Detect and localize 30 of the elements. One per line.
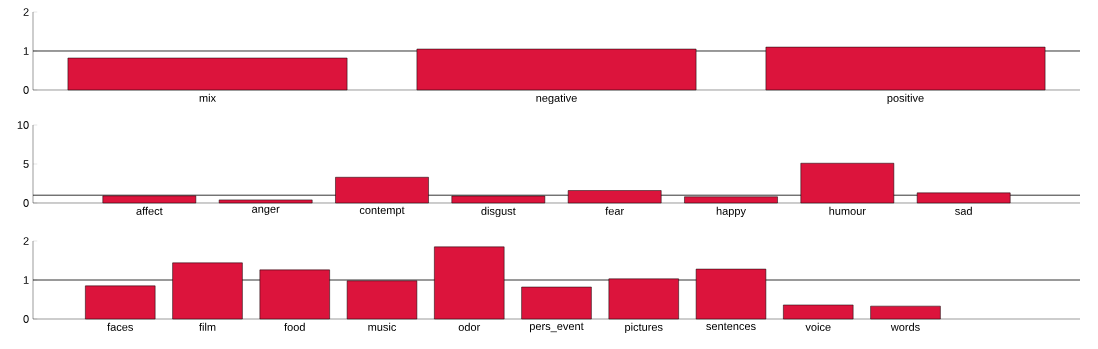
y-tick-label: 1 [23, 276, 29, 284]
y-tick-label: 0 [23, 315, 29, 323]
x-tick-label: humour [829, 206, 866, 215]
x-tick-label: odor [458, 322, 481, 331]
x-tick-label: voice [805, 322, 831, 331]
x-tick-label: music [368, 322, 397, 331]
y-tick-label: 5 [23, 160, 29, 168]
y-tick-label: 0 [23, 199, 29, 207]
y-tick-label: 2 [23, 8, 29, 16]
x-tick-label: film [199, 322, 216, 331]
x-tick-label: pers_event [530, 322, 584, 333]
x-tick-label: pictures [625, 322, 663, 334]
x-tick-label: faces [107, 322, 133, 331]
x-tick-label: words [890, 322, 920, 331]
y-tick-label: 0 [23, 86, 29, 94]
x-tick-label: anger [252, 206, 280, 216]
x-tick-label: food [284, 322, 305, 331]
x-tick-label: contempt [359, 206, 405, 217]
x-tick-label: affect [136, 206, 163, 215]
x-tick-label: negative [536, 93, 577, 105]
x-tick-label: disgust [481, 206, 516, 218]
x-tick-label: happy [716, 206, 746, 218]
y-tick-label: 2 [23, 237, 29, 245]
x-tick-label: sentences [706, 322, 756, 331]
x-tick-label: mix [199, 93, 216, 102]
x-tick-label: sad [955, 206, 972, 215]
x-tick-label: positive [887, 93, 924, 105]
x-tick-label: fear [605, 206, 624, 215]
y-tick-label: 1 [23, 47, 29, 55]
y-tick-label: 10 [17, 121, 29, 129]
